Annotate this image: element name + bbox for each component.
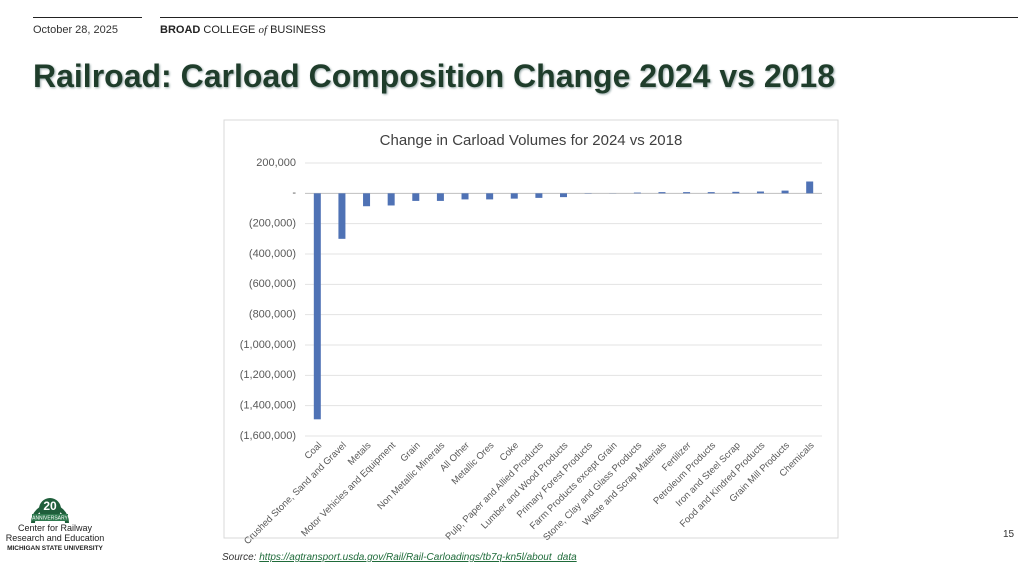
- bar: [436, 193, 444, 201]
- y-tick-label: 200,000: [256, 157, 296, 169]
- chart-frame: [223, 119, 839, 539]
- y-tick-label: (1,600,000): [240, 430, 296, 442]
- bar: [461, 193, 469, 200]
- college-end: BUSINESS: [270, 24, 326, 36]
- bar: [560, 193, 567, 198]
- page-number: 15: [1003, 529, 1015, 540]
- logo-line: Center for Railway: [17, 523, 93, 533]
- logo-badge-text: ANNIVERSARY: [32, 515, 68, 521]
- college-rest: COLLEGE: [203, 24, 256, 36]
- y-tick-label: (1,400,000): [240, 400, 296, 412]
- bar: [363, 193, 371, 207]
- bar: [486, 193, 494, 200]
- bar: [707, 192, 715, 194]
- bar: [683, 192, 691, 194]
- bar: [313, 193, 321, 420]
- bar: [412, 193, 420, 201]
- logo-line: Research and Education: [5, 533, 105, 543]
- college: BROAD COLLEGE of BUSINESS: [160, 24, 326, 36]
- chart-title: Change in Carload Volumes for 2024 vs 20…: [380, 132, 683, 149]
- source-link[interactable]: https://agtransport.usda.gov/Rail/Rail-C…: [259, 552, 577, 563]
- slide-title: Railroad: Carload Composition Change 202…: [33, 58, 836, 94]
- logo-number: 20: [43, 499, 57, 513]
- bar: [535, 193, 543, 198]
- logo-ribbon: [32, 514, 68, 521]
- y-tick-label: (200,000): [249, 218, 296, 230]
- date: October 28, 2025: [33, 24, 119, 36]
- y-tick-label: (1,200,000): [240, 369, 296, 381]
- bar: [806, 181, 814, 194]
- bar: [387, 193, 395, 206]
- logo: 20 ANNIVERSARY Center for Railway Resear…: [0, 485, 110, 565]
- bar: [756, 191, 764, 194]
- rule: [160, 17, 1018, 18]
- bar: [781, 190, 789, 194]
- source: Source: https://agtransport.usda.gov/Rai…: [222, 552, 577, 563]
- bar: [633, 192, 641, 194]
- bar: [510, 193, 518, 199]
- bar: [658, 192, 666, 194]
- college-of: of: [258, 24, 267, 36]
- bar: [732, 191, 740, 194]
- logo-line: MICHIGAN STATE UNIVERSITY: [7, 545, 103, 552]
- y-tick-label: (1,000,000): [240, 339, 296, 351]
- y-tick-label: -: [292, 187, 296, 199]
- logo-badge: 20 ANNIVERSARY: [31, 498, 69, 524]
- y-tick-label: (400,000): [249, 248, 296, 260]
- bar: [338, 193, 346, 239]
- y-tick-label: (600,000): [249, 278, 296, 290]
- rule: [33, 17, 142, 18]
- source-prefix: Source:: [222, 552, 257, 563]
- college-bold: BROAD: [160, 24, 201, 36]
- y-tick-label: (800,000): [249, 309, 296, 321]
